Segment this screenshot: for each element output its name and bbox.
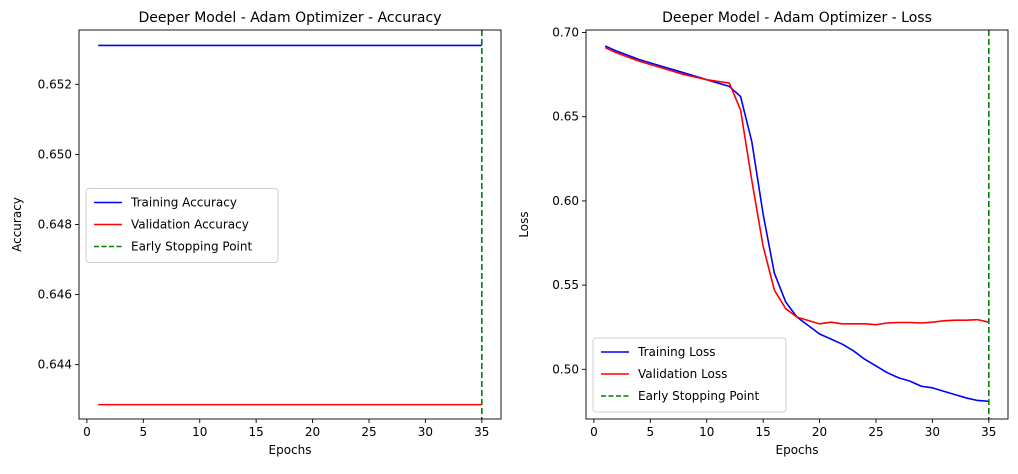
x-axis-label: Epochs <box>269 443 312 457</box>
legend-label-0: Training Loss <box>637 345 715 359</box>
y-tick-label: 0.646 <box>38 288 72 302</box>
loss-chart: Deeper Model - Adam Optimizer - Loss 0 5 10… <box>517 10 1009 457</box>
x-tick-label: 5 <box>646 425 654 439</box>
x-tick-label: 10 <box>699 425 714 439</box>
x-axis-label: Epochs <box>776 443 819 457</box>
y-tick-label: 0.652 <box>38 77 72 91</box>
y-tick-label: 0.70 <box>552 26 579 40</box>
y-tick-label: 0.644 <box>38 358 72 372</box>
x-tick-label: 15 <box>249 425 264 439</box>
x-tick-label: 25 <box>361 425 376 439</box>
chart-title: Deeper Model - Adam Optimizer - Accuracy <box>139 10 442 26</box>
x-tick-label: 25 <box>868 425 883 439</box>
series-line-1 <box>604 46 989 326</box>
x-tick-label: 30 <box>925 425 940 439</box>
y-tick-label: 0.648 <box>38 218 72 232</box>
y-tick-label: 0.65 <box>552 110 579 124</box>
y-axis-label: Loss <box>517 211 531 237</box>
legend-label-2: Early Stopping Point <box>638 389 759 403</box>
x-tick-label: 10 <box>192 425 207 439</box>
x-tick-label: 30 <box>418 425 433 439</box>
legend-label-0: Training Accuracy <box>130 196 237 210</box>
y-tick-label: 0.50 <box>552 362 579 376</box>
legend-label-2: Early Stopping Point <box>131 240 252 254</box>
x-tick-label: 35 <box>474 425 489 439</box>
legend-box <box>592 337 787 413</box>
legend: Training Loss Validation Loss Early Stoppi… <box>592 337 787 413</box>
legend-label-1: Validation Accuracy <box>131 218 249 232</box>
y-axis-label: Accuracy <box>10 197 24 252</box>
x-tick-label: 15 <box>756 425 771 439</box>
x-tick-label: 0 <box>590 425 598 439</box>
x-tick-label: 5 <box>139 425 147 439</box>
legend: Training Accuracy Validation Accuracy Earl… <box>85 188 279 263</box>
x-tick-label: 35 <box>981 425 996 439</box>
y-tick-label: 0.650 <box>38 147 72 161</box>
plot-frame <box>585 29 1009 420</box>
chart-title: Deeper Model - Adam Optimizer - Loss <box>662 10 932 26</box>
x-tick-label: 20 <box>305 425 320 439</box>
legend-box <box>85 188 279 263</box>
y-tick-label: 0.60 <box>552 194 579 208</box>
x-tick-label: 0 <box>83 425 91 439</box>
accuracy-chart: Deeper Model - Adam Optimizer - Accuracy… <box>10 10 502 457</box>
y-tick-label: 0.55 <box>552 278 579 292</box>
legend-label-1: Validation Loss <box>638 367 727 381</box>
x-tick-label: 20 <box>812 425 827 439</box>
